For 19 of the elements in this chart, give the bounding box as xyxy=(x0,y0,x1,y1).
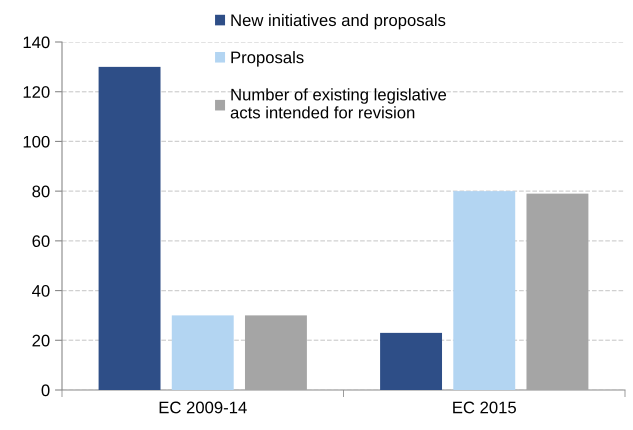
bar xyxy=(453,191,516,390)
x-tick-label: EC 2009-14 xyxy=(160,402,247,414)
x-tick-label: EC 2015 xyxy=(453,402,516,414)
y-tick-label: 120 xyxy=(24,86,50,98)
legend-label: New initiatives and proposals xyxy=(231,14,446,30)
bar xyxy=(526,194,588,390)
y-tick-label: 40 xyxy=(32,284,50,297)
y-tick-label: 0 xyxy=(42,384,50,396)
bar xyxy=(244,315,307,390)
legend-label: Proposals xyxy=(231,51,304,67)
y-tick-label: 80 xyxy=(32,186,50,198)
y-tick-label: 60 xyxy=(32,235,50,248)
bar xyxy=(380,332,442,390)
y-tick-label: 20 xyxy=(32,334,50,346)
legend-label: Number of existing legislative acts intended for revision xyxy=(230,88,446,118)
bar xyxy=(172,315,234,390)
bar xyxy=(98,66,161,390)
y-tick-label: 100 xyxy=(24,136,50,148)
y-tick-label: 140 xyxy=(24,36,50,48)
